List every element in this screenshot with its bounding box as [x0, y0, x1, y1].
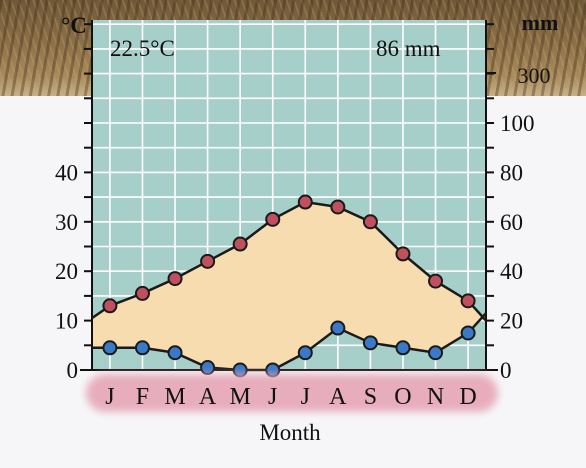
- month-label: O: [394, 384, 411, 410]
- temperature-area: [92, 202, 486, 370]
- left-tick-label: 10: [55, 309, 78, 334]
- precipitation-point: [200, 360, 216, 376]
- month-label: D: [459, 384, 476, 410]
- right-tick-label: 60: [500, 210, 523, 235]
- right-tick-label: 80: [500, 160, 523, 185]
- precipitation-point: [428, 345, 444, 361]
- month-label: S: [364, 384, 377, 410]
- precipitation-point: [362, 335, 378, 351]
- x-axis-title: Month: [259, 420, 321, 445]
- month-label: J: [268, 384, 277, 410]
- month-label: J: [105, 384, 114, 410]
- right-tick-label: 20: [500, 309, 523, 334]
- left-tick-label: 20: [55, 259, 78, 284]
- right-tick-label: 0: [500, 358, 512, 383]
- precipitation-point: [460, 325, 476, 341]
- temperature-point: [428, 273, 444, 289]
- axes: [80, 20, 498, 371]
- temperature-point: [232, 236, 248, 252]
- precipitation-point: [297, 345, 313, 361]
- left-tick-label: 30: [55, 210, 78, 235]
- temperature-point: [134, 285, 150, 301]
- annual-precipitation-label: 86 mm: [376, 36, 441, 61]
- left-unit-label: °C: [61, 13, 87, 38]
- temperature-point: [265, 211, 281, 227]
- precipitation-point: [167, 345, 183, 361]
- precipitation-point: [134, 340, 150, 356]
- month-label: M: [164, 384, 185, 410]
- precipitation-point: [102, 340, 118, 356]
- month-band: [86, 374, 498, 412]
- left-tick-label: 40: [55, 160, 78, 185]
- precipitation-point: [395, 340, 411, 356]
- temperature-point: [167, 271, 183, 287]
- month-label: A: [199, 384, 217, 410]
- right-tick-label: 100: [500, 111, 535, 136]
- temperature-point: [297, 194, 313, 210]
- temperature-point: [102, 298, 118, 314]
- mean-temperature-label: 22.5°C: [110, 36, 175, 61]
- left-tick-label: 0: [67, 358, 79, 383]
- precipitation-point: [330, 320, 346, 336]
- month-label: N: [427, 384, 444, 410]
- right-break-tick-label: 300: [518, 63, 551, 88]
- right-tick-label: 40: [500, 259, 523, 284]
- temperature-point: [395, 246, 411, 262]
- temperature-point: [362, 214, 378, 230]
- month-label: M: [229, 384, 250, 410]
- temperature-point: [330, 199, 346, 215]
- month-label: A: [329, 384, 347, 410]
- right-unit-label: mm: [522, 10, 559, 35]
- temperature-point: [460, 293, 476, 309]
- temperature-point: [200, 253, 216, 269]
- month-label: J: [301, 384, 310, 410]
- month-label: F: [136, 384, 149, 410]
